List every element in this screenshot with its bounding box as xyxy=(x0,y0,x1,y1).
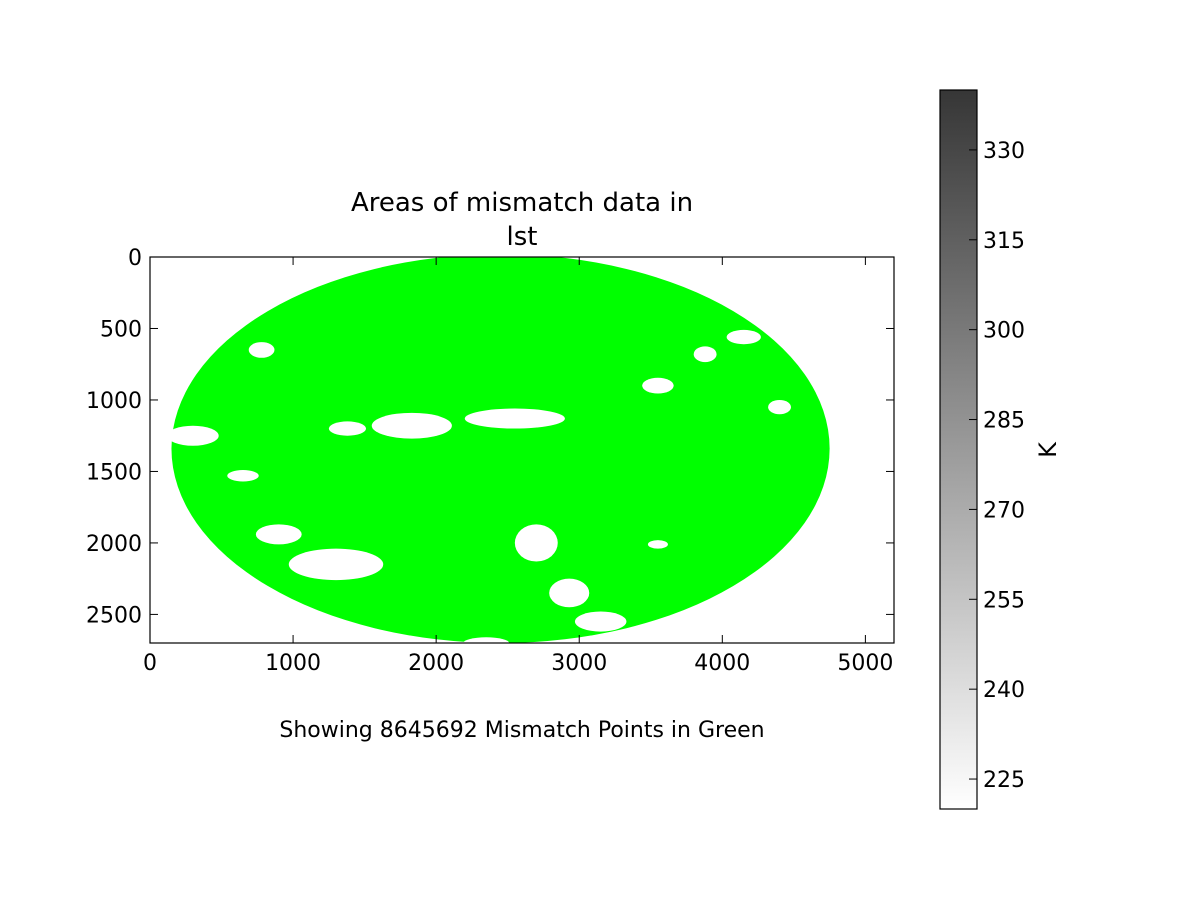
clear-area xyxy=(647,540,668,549)
colorbar xyxy=(939,89,978,810)
y-axis: 0 500 1000 1500 2000 2500 xyxy=(86,246,894,628)
chart-caption: Showing 8645692 Mismatch Points in Green xyxy=(279,718,764,743)
plot-frame xyxy=(149,256,895,644)
clear-area xyxy=(288,548,384,581)
x-tick-label: 5000 xyxy=(837,651,893,676)
y-tick-label: 1000 xyxy=(86,389,142,414)
clear-area xyxy=(227,470,259,482)
clear-area xyxy=(463,637,510,643)
clear-area xyxy=(642,377,674,394)
clear-area xyxy=(726,329,761,345)
colorbar-tick-label: 255 xyxy=(983,588,1025,613)
y-tick-label: 1500 xyxy=(86,460,142,485)
clear-area xyxy=(464,408,565,429)
clear-area xyxy=(248,342,275,358)
colorbar-tick-label: 225 xyxy=(983,768,1025,793)
y-tick-label: 500 xyxy=(100,317,142,342)
clear-area xyxy=(167,425,219,446)
clear-area xyxy=(255,524,302,545)
clear-area xyxy=(574,611,627,632)
colorbar-label: K xyxy=(1034,441,1062,458)
clear-area xyxy=(514,524,558,562)
x-tick-label: 1000 xyxy=(265,651,321,676)
y-tick-label: 2500 xyxy=(86,603,142,628)
x-tick-label: 4000 xyxy=(694,651,750,676)
colorbar-tick-label: 240 xyxy=(983,678,1025,703)
y-tick-label: 0 xyxy=(128,246,142,271)
mismatch-disk xyxy=(171,257,830,643)
colorbar-tick-label: 315 xyxy=(983,229,1025,254)
clear-area xyxy=(693,346,717,363)
clear-area xyxy=(549,578,590,608)
chart-title-line2: lst xyxy=(507,222,538,252)
mismatch-map xyxy=(167,257,830,643)
y-tick-label: 2000 xyxy=(86,532,142,557)
x-tick-label: 2000 xyxy=(408,651,464,676)
colorbar-tick-label: 330 xyxy=(983,139,1025,164)
x-tick-label: 0 xyxy=(143,651,157,676)
clear-area xyxy=(328,421,367,436)
colorbar-axis: 225 240 255 270 285 300 315 330 xyxy=(969,139,1025,793)
x-tick-label: 3000 xyxy=(551,651,607,676)
colorbar-tick-label: 285 xyxy=(983,409,1025,434)
clear-area xyxy=(371,412,452,439)
colorbar-tick-label: 300 xyxy=(983,319,1025,344)
chart-title-line1: Areas of mismatch data in xyxy=(351,188,693,218)
clear-area xyxy=(768,399,791,415)
colorbar-tick-label: 270 xyxy=(983,498,1025,523)
x-axis: 0 1000 2000 3000 4000 5000 xyxy=(143,257,893,676)
